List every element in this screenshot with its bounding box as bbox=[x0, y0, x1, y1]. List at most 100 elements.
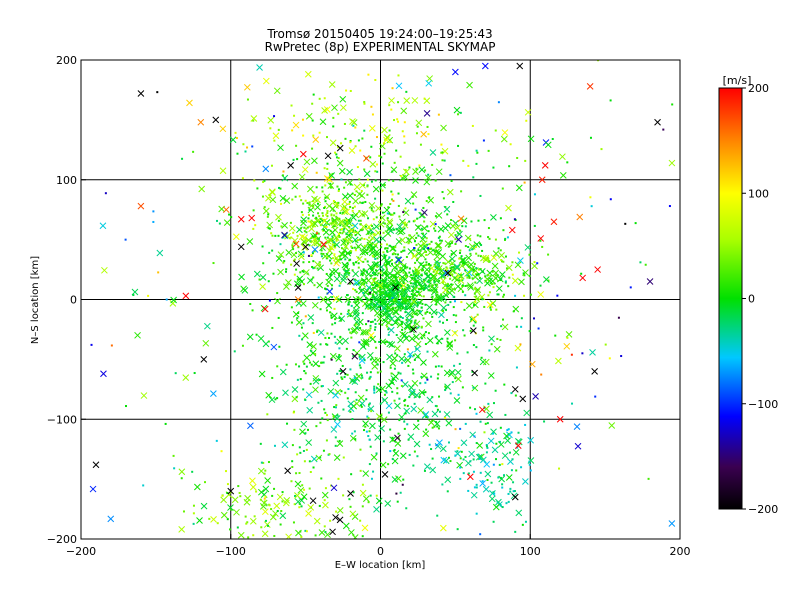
data-point bbox=[367, 263, 375, 271]
data-point bbox=[501, 260, 504, 263]
data-point bbox=[406, 274, 409, 277]
data-point bbox=[439, 524, 447, 532]
data-point bbox=[533, 261, 536, 264]
data-point bbox=[324, 336, 327, 339]
data-point bbox=[446, 267, 449, 270]
data-point bbox=[420, 325, 423, 328]
data-point bbox=[434, 242, 442, 249]
data-point bbox=[464, 422, 467, 425]
data-point bbox=[394, 402, 401, 410]
data-point bbox=[281, 491, 284, 494]
data-point bbox=[509, 487, 512, 490]
data-point bbox=[418, 389, 426, 396]
data-point bbox=[342, 230, 345, 233]
data-point bbox=[383, 282, 391, 290]
data-point bbox=[523, 274, 526, 277]
data-point bbox=[436, 425, 439, 428]
data-point bbox=[473, 262, 476, 265]
data-point bbox=[450, 249, 458, 257]
data-point bbox=[518, 251, 521, 254]
data-point bbox=[312, 200, 315, 203]
data-point bbox=[392, 297, 400, 304]
data-point bbox=[395, 334, 398, 337]
data-point bbox=[487, 227, 490, 230]
data-point bbox=[252, 119, 255, 122]
data-point bbox=[340, 370, 343, 373]
data-point bbox=[192, 150, 195, 153]
data-point bbox=[308, 260, 311, 263]
data-point bbox=[475, 453, 483, 461]
data-point bbox=[311, 102, 314, 105]
data-point bbox=[432, 249, 435, 252]
data-point bbox=[444, 269, 447, 272]
data-point bbox=[442, 224, 449, 232]
data-point bbox=[390, 290, 398, 298]
data-point bbox=[371, 320, 374, 323]
data-point bbox=[520, 317, 523, 320]
data-point bbox=[325, 278, 332, 286]
data-point bbox=[524, 108, 532, 116]
data-point bbox=[338, 439, 341, 442]
data-point bbox=[491, 446, 499, 454]
data-point bbox=[283, 197, 291, 204]
data-point bbox=[384, 256, 387, 259]
data-point bbox=[330, 316, 333, 319]
data-point bbox=[392, 308, 400, 316]
data-point bbox=[250, 115, 258, 122]
data-point bbox=[301, 166, 309, 173]
data-point bbox=[304, 70, 312, 78]
data-point bbox=[385, 391, 388, 394]
data-point bbox=[333, 275, 341, 283]
data-point bbox=[515, 366, 518, 369]
data-point bbox=[370, 269, 373, 272]
data-point bbox=[487, 294, 490, 297]
data-point bbox=[344, 238, 347, 241]
data-point bbox=[354, 323, 357, 326]
data-point bbox=[363, 168, 366, 171]
data-point bbox=[424, 284, 427, 287]
data-point bbox=[307, 314, 315, 321]
data-point bbox=[373, 391, 376, 394]
data-point bbox=[330, 332, 333, 335]
data-point bbox=[260, 461, 263, 464]
data-point bbox=[349, 331, 352, 334]
data-point bbox=[354, 391, 357, 394]
data-point bbox=[334, 318, 337, 321]
data-point bbox=[420, 287, 423, 290]
data-point bbox=[477, 298, 480, 301]
data-point bbox=[376, 285, 379, 288]
data-point bbox=[317, 401, 320, 404]
data-point bbox=[399, 236, 406, 244]
data-point bbox=[353, 400, 361, 407]
data-point bbox=[294, 363, 297, 366]
data-point bbox=[420, 337, 423, 340]
data-point bbox=[368, 463, 371, 466]
data-point bbox=[462, 458, 465, 461]
data-point bbox=[515, 184, 523, 192]
data-point bbox=[374, 197, 377, 200]
data-point bbox=[554, 334, 557, 337]
data-point bbox=[411, 252, 418, 260]
data-point bbox=[344, 296, 352, 303]
data-point bbox=[488, 260, 491, 263]
data-point bbox=[457, 215, 465, 223]
data-point bbox=[383, 184, 386, 187]
data-point bbox=[323, 525, 326, 528]
data-point bbox=[370, 300, 373, 303]
data-point bbox=[403, 121, 406, 124]
data-point bbox=[362, 340, 370, 347]
data-point bbox=[263, 206, 266, 209]
data-point bbox=[147, 294, 150, 297]
data-point bbox=[351, 209, 354, 212]
data-point bbox=[448, 369, 456, 376]
data-point bbox=[92, 461, 100, 469]
data-point bbox=[366, 238, 373, 246]
data-point bbox=[407, 302, 410, 305]
data-point bbox=[497, 476, 500, 479]
data-point bbox=[342, 456, 345, 459]
data-point bbox=[355, 261, 358, 264]
data-point bbox=[312, 386, 319, 394]
data-point bbox=[341, 364, 344, 367]
data-point bbox=[408, 396, 411, 399]
data-point bbox=[208, 517, 211, 520]
